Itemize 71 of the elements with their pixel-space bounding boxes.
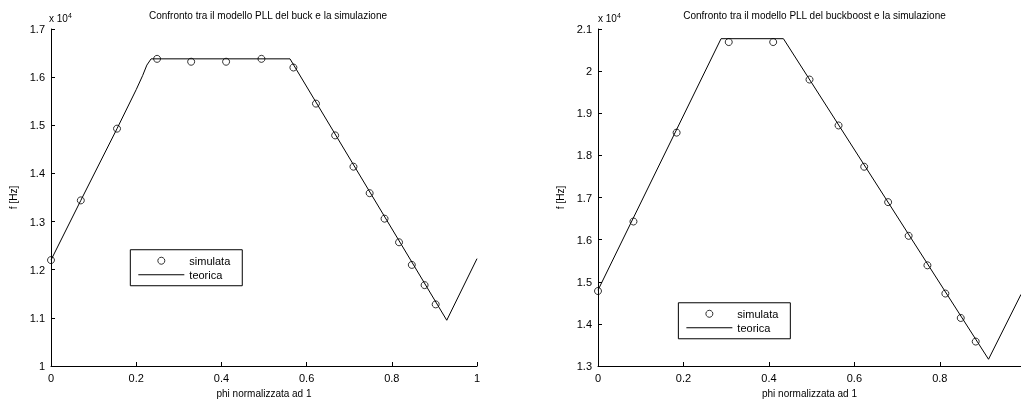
point xyxy=(222,57,231,66)
y-tick-label: 1.5 xyxy=(576,275,592,288)
point xyxy=(860,162,869,171)
point xyxy=(971,337,980,346)
x-tick-label: 0.2 xyxy=(675,371,692,384)
x-axis-title: phi normalizzata ad 1 xyxy=(216,387,312,399)
text: x 10$^{4}$ xyxy=(49,11,72,26)
legend-label: teorica xyxy=(737,321,772,334)
point xyxy=(380,214,389,223)
y-axis-title: f [Hz] xyxy=(7,185,19,210)
chart-title: Confronto tra il modello PLL del buck e la simulazione xyxy=(148,9,388,21)
point xyxy=(365,189,374,198)
y-tick-label: 1.6 xyxy=(576,233,592,246)
y-tick-label: 2.1 xyxy=(576,23,592,35)
y-tick-label: 2 xyxy=(585,65,592,78)
x-tick-label: 0.8 xyxy=(932,371,948,384)
point xyxy=(594,287,602,296)
point xyxy=(724,38,733,47)
text: x 10$^{4}$ xyxy=(598,11,621,26)
y-tick-label: 1.8 xyxy=(576,149,592,162)
y-tick-label: 1.7 xyxy=(576,191,592,204)
x-tick-label: 1 xyxy=(473,371,481,384)
point xyxy=(257,54,266,63)
point xyxy=(672,128,681,137)
x-axis-title: phi normalizzata ad 1 xyxy=(761,387,858,399)
y-tick-label: 1.7 xyxy=(29,23,45,35)
point xyxy=(941,289,950,298)
point xyxy=(407,260,416,269)
point xyxy=(349,162,358,171)
legend-label: simulata xyxy=(737,307,780,320)
point xyxy=(629,217,638,226)
x-tick-label: 0 xyxy=(47,371,55,384)
y-tick-label: 1.3 xyxy=(29,215,45,228)
y-tick-label: 1.3 xyxy=(576,360,592,372)
point xyxy=(904,231,913,240)
y-tick-label: 1.4 xyxy=(576,317,592,330)
point xyxy=(956,313,965,322)
y-tick-label: 1 xyxy=(38,360,45,372)
y-tick-label: 1.2 xyxy=(29,263,45,276)
chart-title: Confronto tra il modello PLL del buckboost e la simulazione xyxy=(683,9,947,21)
point xyxy=(47,256,55,265)
point xyxy=(289,63,298,72)
point xyxy=(884,198,893,207)
x-tick-label: 0 xyxy=(594,371,602,384)
point xyxy=(834,121,843,130)
point xyxy=(395,238,404,247)
point xyxy=(420,281,429,290)
y-tick-label: 1.4 xyxy=(29,167,45,180)
x-tick-label: 0.2 xyxy=(128,371,144,384)
legend-label: simulata xyxy=(189,254,232,267)
point xyxy=(331,131,340,140)
point xyxy=(153,54,162,63)
y-tick-label: 1.5 xyxy=(29,119,45,132)
point xyxy=(431,300,440,309)
point xyxy=(805,75,814,84)
y-tick-label: 1.1 xyxy=(29,311,45,324)
y-axis-title: f [Hz] xyxy=(554,185,566,210)
point xyxy=(923,261,932,270)
legend-label: teorica xyxy=(189,268,224,281)
point xyxy=(76,196,85,205)
y-tick-label: 1.9 xyxy=(576,107,592,120)
y-tick-label: 1.6 xyxy=(29,71,45,84)
x-tick-label: 0.6 xyxy=(298,371,315,384)
x-tick-label: 0.8 xyxy=(384,371,400,384)
point xyxy=(769,38,778,47)
x-tick-label: 0.4 xyxy=(761,371,777,384)
x-tick-label: 0.6 xyxy=(846,371,863,384)
x-tick-label: 0.4 xyxy=(213,371,230,384)
point xyxy=(187,57,196,66)
point xyxy=(311,99,320,108)
point xyxy=(113,124,122,133)
